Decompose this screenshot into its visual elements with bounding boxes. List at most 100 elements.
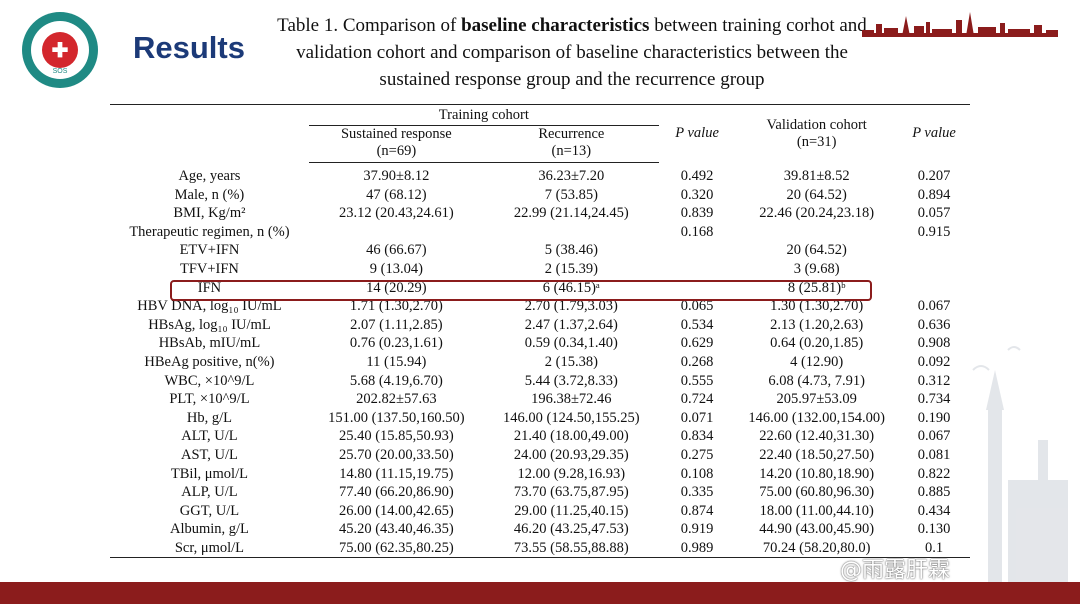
cell-recurrence <box>484 223 659 242</box>
table-row: Hb, g/L 151.00 (137.50,160.50) 146.00 (124… <box>110 409 970 428</box>
cell-sustained: 47 (68.12) <box>366 186 427 203</box>
cell-validation: 6.08 (4.73, 7.91) <box>768 372 866 389</box>
table-header-row-2: Sustained response (n=69) Recurrence (n=13… <box>110 125 970 163</box>
cell-p1: 0.555 <box>680 372 714 389</box>
table-row: PLT, ×10^9/L 202.82±57.63 196.38±72.46 0.72… <box>110 390 970 409</box>
table-row: HBeAg positive, n(%) 11 (15.94) 2 (15.38) 0… <box>110 353 970 372</box>
cell-recurrence: 22.99 (21.14,24.45) <box>513 205 629 222</box>
cell-p2: 0.092 <box>917 353 951 370</box>
cell-label: Age, years <box>178 167 241 184</box>
cell-sustained: 23.12 (20.43,24.61) <box>338 205 454 222</box>
header-training-cohort: Training cohort <box>308 104 659 126</box>
cell-validation: 22.46 (20.24,23.18) <box>759 205 875 222</box>
cell-p2 <box>898 279 970 298</box>
table-row: WBC, ×10^9/L 5.68 (4.19,6.70) 5.44 (3.72,8… <box>110 372 970 391</box>
cell-recurrence: 2.47 (1.37,2.64) <box>524 316 618 333</box>
header-recurrence: Recurrence (n=13) <box>483 125 659 163</box>
cell-p1 <box>659 241 736 260</box>
footer-bar <box>0 582 1080 604</box>
cell-label: Albumin, g/L <box>169 521 249 538</box>
cell-p2 <box>898 260 970 279</box>
table-row: HBsAg, log₁₀ IU/mL 2.07 (1.11,2.85) 2.47 (… <box>110 316 970 335</box>
cell-validation: 205.97±53.09 <box>776 391 857 408</box>
cell-label: Therapeutic regimen, n (%) <box>129 223 290 240</box>
cell-p1: 0.839 <box>680 205 714 222</box>
cell-recurrence: 2 (15.39) <box>544 260 598 277</box>
logo-number: SOS <box>52 68 68 75</box>
cell-sustained: 0.76 (0.23,1.61) <box>349 335 443 352</box>
logo-emblem: ✚ SOS <box>31 21 89 79</box>
hospital-logo: ✚ SOS <box>22 12 98 88</box>
cell-p2: 0.734 <box>917 391 951 408</box>
cell-p2 <box>898 241 970 260</box>
cell-p2: 0.915 <box>917 223 951 240</box>
table-row: Scr, μmol/L 75.00 (62.35,80.25) 73.55 (58.… <box>110 538 970 559</box>
cell-recurrence: 73.70 (63.75,87.95) <box>513 484 629 501</box>
cell-sustained: 202.82±57.63 <box>356 391 437 408</box>
cell-sustained: 2.07 (1.11,2.85) <box>350 316 443 333</box>
header-variable <box>110 105 309 163</box>
cell-validation: 1.30 (1.30,2.70) <box>770 298 864 315</box>
cell-label: TFV+IFN <box>179 260 239 277</box>
cell-sustained: 151.00 (137.50,160.50) <box>328 409 465 426</box>
caption-bold: baseline characteristics <box>461 15 650 36</box>
cell-validation: 44.90 (43.00,45.90) <box>759 521 875 538</box>
cell-validation: 0.64 (0.20,1.85) <box>770 335 864 352</box>
cell-sustained: 37.90±8.12 <box>363 168 430 184</box>
table-row: ALT, U/L 25.40 (15.85,50.93) 21.40 (18.00,… <box>110 427 970 446</box>
cell-validation: 146.00 (132.00,154.00) <box>748 409 885 426</box>
cell-p2: 0.067 <box>917 298 951 315</box>
cell-p1: 0.534 <box>680 316 714 333</box>
cell-recurrence: 2 (15.38) <box>544 353 598 370</box>
cell-p2: 0.081 <box>917 446 951 463</box>
cell-validation: 18.00 (11.00,44.10) <box>759 502 874 519</box>
cell-label: BMI, Kg/m² <box>173 205 246 222</box>
cell-sustained: 9 (13.04) <box>369 260 423 277</box>
cell-sustained: 25.40 (15.85,50.93) <box>338 428 454 445</box>
cell-sustained: 25.70 (20.00,33.50) <box>338 446 454 463</box>
cell-sustained: 14 (20.29) <box>366 279 427 296</box>
cell-validation: 8 (25.81)ᵇ <box>787 279 846 296</box>
cell-validation: 22.40 (18.50,27.50) <box>759 446 875 463</box>
table-row: ETV+IFN 46 (66.67) 5 (38.46) 20 (64.52) <box>110 241 970 260</box>
cell-validation: 39.81±8.52 <box>783 167 850 184</box>
header-rule <box>862 33 1058 37</box>
cell-label: WBC, ×10^9/L <box>164 372 255 389</box>
cell-p2: 0.1 <box>898 538 970 559</box>
cell-recurrence: 21.40 (18.00,49.00) <box>513 428 629 445</box>
cell-validation: 70.24 (58.20,80.0) <box>735 538 898 559</box>
table-row: AST, U/L 25.70 (20.00,33.50) 24.00 (20.93,… <box>110 446 970 465</box>
cell-p2: 0.822 <box>917 465 951 482</box>
cell-p2: 0.067 <box>917 428 951 445</box>
cell-validation: 4 (12.90) <box>790 353 844 370</box>
cross-icon: ✚ <box>42 32 78 68</box>
cell-recurrence: 5.44 (3.72,8.33) <box>524 372 618 389</box>
cell-sustained: 46 (66.67) <box>366 242 427 259</box>
cell-label: HBeAg positive, n(%) <box>144 353 275 370</box>
cell-p2: 0.636 <box>917 316 951 333</box>
cell-label: HBsAg, log₁₀ IU/mL <box>148 316 271 333</box>
cell-validation: 2.13 (1.20,2.63) <box>770 316 864 333</box>
cell-sustained: 1.71 (1.30,2.70) <box>349 298 443 315</box>
table-row: Albumin, g/L 45.20 (43.40,46.35) 46.20 (43… <box>110 520 970 539</box>
table-row: HBV DNA, log₁₀ IU/mL 1.71 (1.30,2.70) 2.70… <box>110 297 970 316</box>
cell-p2: 0.908 <box>917 335 951 352</box>
cell-recurrence: 73.55 (58.55,88.88) <box>483 538 659 559</box>
cell-p1: 0.168 <box>680 223 714 240</box>
cell-p1 <box>659 279 736 298</box>
header-sustained: Sustained response (n=69) <box>308 125 484 163</box>
cell-sustained <box>309 223 484 242</box>
table-row: BMI, Kg/m² 23.12 (20.43,24.61) 22.99 (21.1… <box>110 204 970 223</box>
cell-p1: 0.989 <box>658 538 736 559</box>
cell-recurrence: 12.00 (9.28,16.93) <box>517 465 626 482</box>
cell-validation: 22.60 (12.40,31.30) <box>759 428 875 445</box>
cell-validation: 20 (64.52) <box>786 242 847 259</box>
cell-validation: 75.00 (60.80,96.30) <box>759 484 875 501</box>
cell-label: IFN <box>197 279 222 296</box>
table-row: Age, years 37.90±8.12 36.23±7.20 0.492 39.81… <box>110 163 970 186</box>
caption-prefix: Table 1. Comparison of <box>277 15 462 36</box>
cell-recurrence: 196.38±72.46 <box>531 391 612 408</box>
cell-recurrence: 0.59 (0.34,1.40) <box>524 335 618 352</box>
table-row: TBil, μmol/L 14.80 (11.15,19.75) 12.00 (9.… <box>110 465 970 484</box>
cell-recurrence: 6 (46.15)ᵃ <box>542 279 600 296</box>
